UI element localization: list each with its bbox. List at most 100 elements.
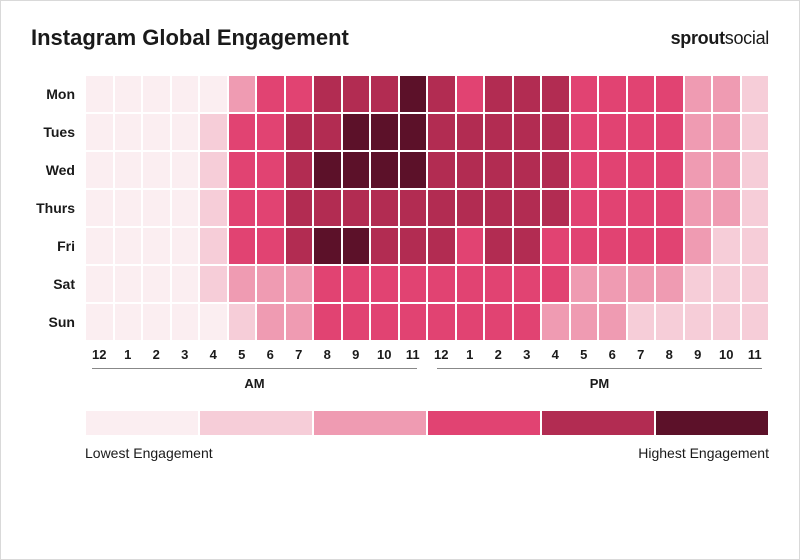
heatmap-cell <box>343 114 370 150</box>
heatmap-cell <box>115 152 142 188</box>
heatmap-cell <box>314 114 341 150</box>
heatmap-row <box>85 265 769 303</box>
heatmap-cell <box>428 190 455 226</box>
day-axis: MonTuesWedThursFriSatSun <box>31 75 85 341</box>
heatmap-cell <box>685 266 712 302</box>
heatmap-cell <box>685 190 712 226</box>
heatmap-cell <box>457 114 484 150</box>
hour-label: 6 <box>256 347 285 362</box>
heatmap-cell <box>371 190 398 226</box>
heatmap-cell <box>257 190 284 226</box>
heatmap-row <box>85 189 769 227</box>
heatmap-cell <box>685 152 712 188</box>
ampm-axis: AM PM <box>85 368 769 391</box>
heatmap-cell <box>514 76 541 112</box>
heatmap-cell <box>599 266 626 302</box>
hour-label: 12 <box>427 347 456 362</box>
heatmap-cell <box>314 228 341 264</box>
heatmap-cell <box>400 152 427 188</box>
heatmap-cell <box>172 190 199 226</box>
legend: Lowest Engagement Highest Engagement <box>85 411 769 461</box>
heatmap-cell <box>514 190 541 226</box>
hour-label: 8 <box>313 347 342 362</box>
heatmap-cell <box>229 266 256 302</box>
heatmap-cell <box>685 76 712 112</box>
heatmap-cell <box>86 228 113 264</box>
heatmap-cell <box>713 266 740 302</box>
heatmap-cell <box>485 152 512 188</box>
heatmap-cell <box>257 76 284 112</box>
heatmap-cell <box>143 304 170 340</box>
heatmap-cell <box>713 304 740 340</box>
heatmap-cell <box>742 114 769 150</box>
hour-label: 11 <box>741 347 770 362</box>
heatmap-cell <box>428 304 455 340</box>
legend-scale <box>85 411 769 435</box>
heatmap-cell <box>742 152 769 188</box>
heatmap-cell <box>115 304 142 340</box>
heatmap-cell <box>571 152 598 188</box>
heatmap-cell <box>599 76 626 112</box>
heatmap-cell <box>200 266 227 302</box>
heatmap-cell <box>428 266 455 302</box>
heatmap-cell <box>713 190 740 226</box>
chart-title: Instagram Global Engagement <box>31 25 349 51</box>
heatmap-cell <box>172 76 199 112</box>
heatmap-cell <box>685 114 712 150</box>
hour-axis: 121234567891011121234567891011 <box>85 347 769 362</box>
day-label: Wed <box>31 151 85 189</box>
hour-label: 7 <box>627 347 656 362</box>
heatmap-cell <box>628 76 655 112</box>
heatmap-cell <box>172 152 199 188</box>
heatmap-cell <box>143 114 170 150</box>
heatmap-cell <box>314 266 341 302</box>
heatmap-cell <box>200 228 227 264</box>
heatmap-cell <box>514 114 541 150</box>
heatmap-cell <box>571 228 598 264</box>
heatmap-cell <box>229 76 256 112</box>
legend-step <box>86 411 198 435</box>
heatmap-cell <box>200 190 227 226</box>
heatmap-cell <box>143 152 170 188</box>
heatmap-cell <box>542 76 569 112</box>
heatmap-cell <box>742 304 769 340</box>
heatmap-cell <box>542 152 569 188</box>
heatmap-cell <box>428 114 455 150</box>
day-label: Tues <box>31 113 85 151</box>
hour-label: 4 <box>541 347 570 362</box>
heatmap-cell <box>599 190 626 226</box>
heatmap-cell <box>343 228 370 264</box>
heatmap-cell <box>542 114 569 150</box>
heatmap-cell <box>371 266 398 302</box>
heatmap-cell <box>457 76 484 112</box>
heatmap-cell <box>86 304 113 340</box>
hour-label: 2 <box>484 347 513 362</box>
heatmap-cell <box>571 304 598 340</box>
heatmap-cell <box>172 266 199 302</box>
heatmap-cell <box>628 304 655 340</box>
heatmap-cell <box>713 76 740 112</box>
heatmap-cell <box>685 228 712 264</box>
heatmap-cell <box>115 114 142 150</box>
heatmap-cell <box>229 190 256 226</box>
heatmap-cell <box>542 228 569 264</box>
hour-label: 2 <box>142 347 171 362</box>
heatmap-cell <box>229 152 256 188</box>
heatmap-cell <box>314 152 341 188</box>
heatmap-cell <box>656 228 683 264</box>
heatmap-cell <box>571 266 598 302</box>
heatmap-cell <box>713 228 740 264</box>
heatmap-cell <box>286 228 313 264</box>
heatmap-cell <box>400 114 427 150</box>
hour-label: 7 <box>285 347 314 362</box>
hour-label: 10 <box>370 347 399 362</box>
heatmap-cell <box>172 114 199 150</box>
day-label: Sat <box>31 265 85 303</box>
heatmap-cell <box>514 228 541 264</box>
heatmap-cell <box>343 266 370 302</box>
hour-label: 8 <box>655 347 684 362</box>
heatmap-cell <box>713 152 740 188</box>
heatmap-cell <box>86 190 113 226</box>
heatmap-cell <box>314 76 341 112</box>
heatmap-cell <box>628 266 655 302</box>
